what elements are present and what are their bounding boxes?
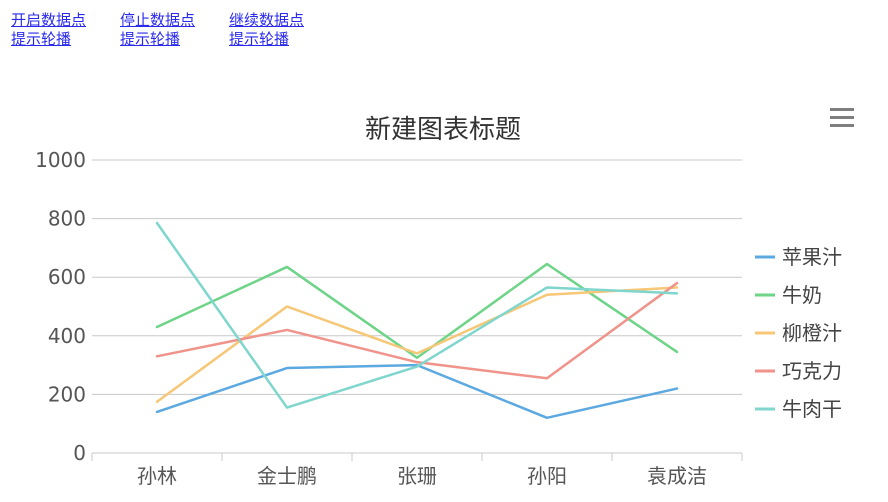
resume-tooltip-carousel-link[interactable]: 继续数据点 提示轮播 bbox=[229, 11, 319, 49]
series-group bbox=[155, 221, 679, 420]
y-axis: 0 200 400 600 800 1000 bbox=[35, 148, 86, 465]
series-line-0[interactable] bbox=[155, 363, 679, 420]
start-tooltip-carousel-link[interactable]: 开启数据点 提示轮播 bbox=[11, 11, 101, 49]
x-tick-label: 袁成洁 bbox=[647, 464, 707, 488]
series-line-3[interactable] bbox=[155, 281, 679, 380]
x-tick-label: 金士鹏 bbox=[257, 464, 317, 488]
y-tick-label: 1000 bbox=[35, 148, 86, 172]
legend-label: 柳橙汁 bbox=[782, 321, 842, 345]
link-line1: 开启数据点 bbox=[11, 11, 87, 29]
legend-label: 苹果汁 bbox=[782, 245, 842, 269]
link-line2: 提示轮播 bbox=[229, 30, 290, 48]
stop-tooltip-carousel-link[interactable]: 停止数据点 提示轮播 bbox=[120, 11, 210, 49]
grid bbox=[92, 159, 742, 395]
link-line2: 提示轮播 bbox=[11, 30, 72, 48]
legend-item[interactable]: 巧克力 bbox=[755, 359, 842, 383]
legend-label: 巧克力 bbox=[782, 359, 842, 383]
x-tick-label: 张珊 bbox=[397, 464, 437, 488]
legend-label: 牛奶 bbox=[782, 283, 822, 307]
legend-item[interactable]: 牛奶 bbox=[755, 283, 822, 307]
menu-icon[interactable] bbox=[830, 108, 854, 127]
legend-item[interactable]: 苹果汁 bbox=[755, 245, 842, 269]
y-tick-label: 600 bbox=[48, 265, 86, 289]
link-line1: 停止数据点 bbox=[120, 11, 196, 29]
legend-label: 牛肉干 bbox=[782, 397, 842, 421]
y-tick-label: 800 bbox=[48, 207, 86, 231]
series-line-4[interactable] bbox=[155, 221, 679, 409]
link-line1: 继续数据点 bbox=[229, 11, 305, 29]
x-tick-label: 孙林 bbox=[137, 464, 177, 488]
y-tick-label: 0 bbox=[73, 441, 86, 465]
x-tick-label: 孙阳 bbox=[527, 464, 567, 488]
y-tick-label: 200 bbox=[48, 382, 86, 406]
legend-item[interactable]: 柳橙汁 bbox=[755, 321, 842, 345]
link-bar: 开启数据点 提示轮播 停止数据点 提示轮播 继续数据点 提示轮播 bbox=[11, 11, 319, 49]
link-line2: 提示轮播 bbox=[120, 30, 181, 48]
legend-item[interactable]: 牛肉干 bbox=[755, 397, 842, 421]
chart-title: 新建图表标题 bbox=[365, 115, 521, 145]
y-tick-label: 400 bbox=[48, 324, 86, 348]
x-axis: 孙林 金士鹏 张珊 孙阳 袁成洁 bbox=[91, 452, 743, 488]
